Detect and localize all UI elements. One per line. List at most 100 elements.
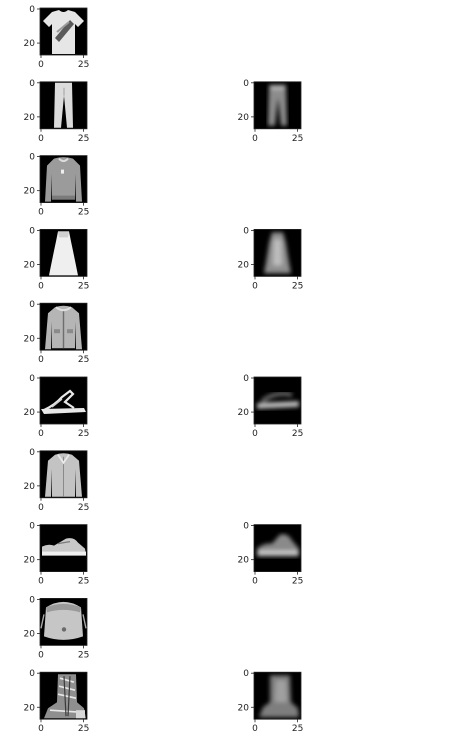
y-tick-label: 20 <box>24 703 36 713</box>
sneaker-reconstruction-image-panel: 0 20 0 25 <box>238 522 304 587</box>
y-tick-label: 0 <box>243 669 249 679</box>
x-tick-label: 0 <box>252 724 258 734</box>
sneaker-image-panel: 0 20 0 25 <box>24 522 90 587</box>
y-tick-label: 0 <box>29 595 35 605</box>
axes-frame <box>39 81 88 130</box>
y-tick-label: 20 <box>24 113 36 123</box>
sandal-reconstruction-image <box>254 377 301 424</box>
t-shirt-top-image <box>40 8 87 55</box>
x-tick-label: 25 <box>78 429 89 439</box>
x-tick-label: 25 <box>292 724 303 734</box>
x-tick-label: 25 <box>78 724 89 734</box>
sandal-image-panel: 0 20 0 25 <box>24 374 90 439</box>
sandal-reconstruction-image-panel: 0 20 0 25 <box>238 374 304 439</box>
y-tick-label: 20 <box>238 260 250 270</box>
y-tick-label: 0 <box>29 300 35 310</box>
x-tick-label: 0 <box>38 281 44 291</box>
x-tick-label: 0 <box>252 281 258 291</box>
trouser-image <box>40 81 87 129</box>
pullover-image-panel: 0 20 0 25 <box>24 153 90 218</box>
coat-image-panel: 0 20 0 25 <box>24 300 90 365</box>
shirt-image <box>40 450 87 498</box>
ankle-boot-image <box>40 672 87 720</box>
y-tick-label: 20 <box>24 39 36 49</box>
trouser-reconstruction-image-panel: 0 20 0 25 <box>238 79 304 144</box>
sneaker-image <box>40 524 87 572</box>
y-tick-label: 0 <box>29 448 35 458</box>
axes-frame <box>253 376 302 425</box>
x-tick-label: 0 <box>38 650 44 660</box>
axes-frame <box>253 228 302 277</box>
shirt-image-panel: 0 20 0 25 <box>24 448 90 513</box>
y-tick-label: 20 <box>24 408 36 418</box>
x-tick-label: 25 <box>78 577 89 587</box>
bag-image <box>40 598 87 646</box>
y-tick-label: 20 <box>24 556 36 566</box>
y-tick-label: 20 <box>24 482 36 492</box>
y-tick-label: 20 <box>24 334 36 344</box>
y-tick-label: 0 <box>29 226 35 236</box>
x-tick-label: 0 <box>38 503 44 513</box>
x-tick-label: 25 <box>78 281 89 291</box>
x-tick-label: 25 <box>292 134 303 144</box>
x-tick-label: 25 <box>78 60 89 70</box>
y-tick-label: 20 <box>238 408 250 418</box>
axes-frame <box>39 598 88 646</box>
axes-frame <box>39 7 88 56</box>
y-tick-label: 20 <box>24 260 36 270</box>
ankle-boot-reconstruction-image <box>254 672 301 720</box>
x-tick-label: 0 <box>38 429 44 439</box>
y-tick-label: 0 <box>243 522 249 532</box>
dress-image-panel: 0 20 0 25 <box>24 226 90 291</box>
x-tick-label: 0 <box>38 208 44 218</box>
axes-frame <box>39 671 88 720</box>
y-tick-label: 20 <box>238 113 250 123</box>
y-tick-label: 20 <box>238 556 250 566</box>
sneaker-reconstruction-image <box>254 524 301 572</box>
coat-image <box>40 303 87 351</box>
axes-frame <box>39 450 88 499</box>
pullover-image <box>40 155 87 203</box>
y-tick-label: 0 <box>29 669 35 679</box>
axes-frame <box>253 81 302 130</box>
axes-frame <box>39 228 88 277</box>
x-tick-label: 25 <box>78 208 89 218</box>
x-tick-label: 25 <box>292 281 303 291</box>
dress-reconstruction-image <box>254 229 301 277</box>
dress-reconstruction-image-panel: 0 20 0 25 <box>238 226 304 291</box>
x-tick-label: 0 <box>38 724 44 734</box>
dress-image <box>40 229 87 277</box>
y-tick-label: 20 <box>24 187 36 197</box>
y-tick-label: 0 <box>243 374 249 384</box>
x-tick-label: 25 <box>78 355 89 365</box>
y-tick-label: 0 <box>29 5 35 15</box>
y-tick-label: 0 <box>243 226 249 236</box>
y-tick-label: 0 <box>29 522 35 532</box>
x-tick-label: 0 <box>38 355 44 365</box>
x-tick-label: 25 <box>78 134 89 144</box>
axes-frame <box>39 376 88 425</box>
axes-frame <box>253 671 302 720</box>
axes-frame <box>39 524 88 572</box>
y-tick-label: 0 <box>29 374 35 384</box>
x-tick-label: 0 <box>38 577 44 587</box>
y-tick-label: 0 <box>29 153 35 163</box>
ankle-boot-reconstruction-image-panel: 0 20 0 25 <box>238 669 304 734</box>
axes-frame <box>39 302 88 351</box>
bag-image-panel: 0 20 0 25 <box>24 595 90 660</box>
x-tick-label: 0 <box>252 577 258 587</box>
axes-frame <box>253 524 302 572</box>
x-tick-label: 25 <box>292 429 303 439</box>
axes-frame <box>39 155 88 204</box>
sandal-image <box>40 377 87 424</box>
x-tick-label: 25 <box>78 650 89 660</box>
trouser-reconstruction-image <box>254 81 301 129</box>
y-tick-label: 20 <box>24 629 36 639</box>
trouser-image-panel: 0 20 0 25 <box>24 79 90 144</box>
x-tick-label: 0 <box>252 134 258 144</box>
x-tick-label: 0 <box>38 60 44 70</box>
x-tick-label: 0 <box>252 429 258 439</box>
y-tick-label: 20 <box>238 703 250 713</box>
ankle-boot-image-panel: 0 20 0 25 <box>24 669 90 734</box>
